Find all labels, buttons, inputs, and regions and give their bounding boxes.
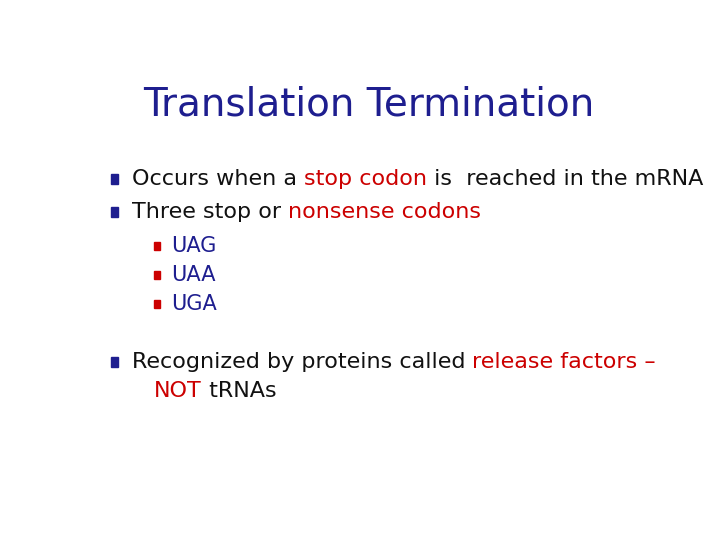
Text: is  reached in the mRNA: is reached in the mRNA — [427, 169, 703, 189]
Text: tRNAs: tRNAs — [202, 381, 276, 401]
Bar — [111, 207, 118, 218]
Text: Occurs when a: Occurs when a — [132, 169, 304, 189]
Text: UAG: UAG — [171, 235, 216, 255]
Text: stop codon: stop codon — [304, 169, 427, 189]
Text: nonsense codons: nonsense codons — [288, 202, 481, 222]
Bar — [111, 357, 118, 367]
Text: UGA: UGA — [171, 294, 217, 314]
Text: Translation Termination: Translation Termination — [143, 85, 595, 123]
Text: Three stop or: Three stop or — [132, 202, 288, 222]
Text: Recognized by proteins called: Recognized by proteins called — [132, 352, 472, 372]
Bar — [153, 300, 160, 308]
Text: release factors –: release factors – — [472, 352, 656, 372]
Text: NOT: NOT — [154, 381, 202, 401]
Bar — [153, 271, 160, 279]
Bar — [153, 241, 160, 250]
Bar — [111, 174, 118, 184]
Text: UAA: UAA — [171, 265, 215, 285]
